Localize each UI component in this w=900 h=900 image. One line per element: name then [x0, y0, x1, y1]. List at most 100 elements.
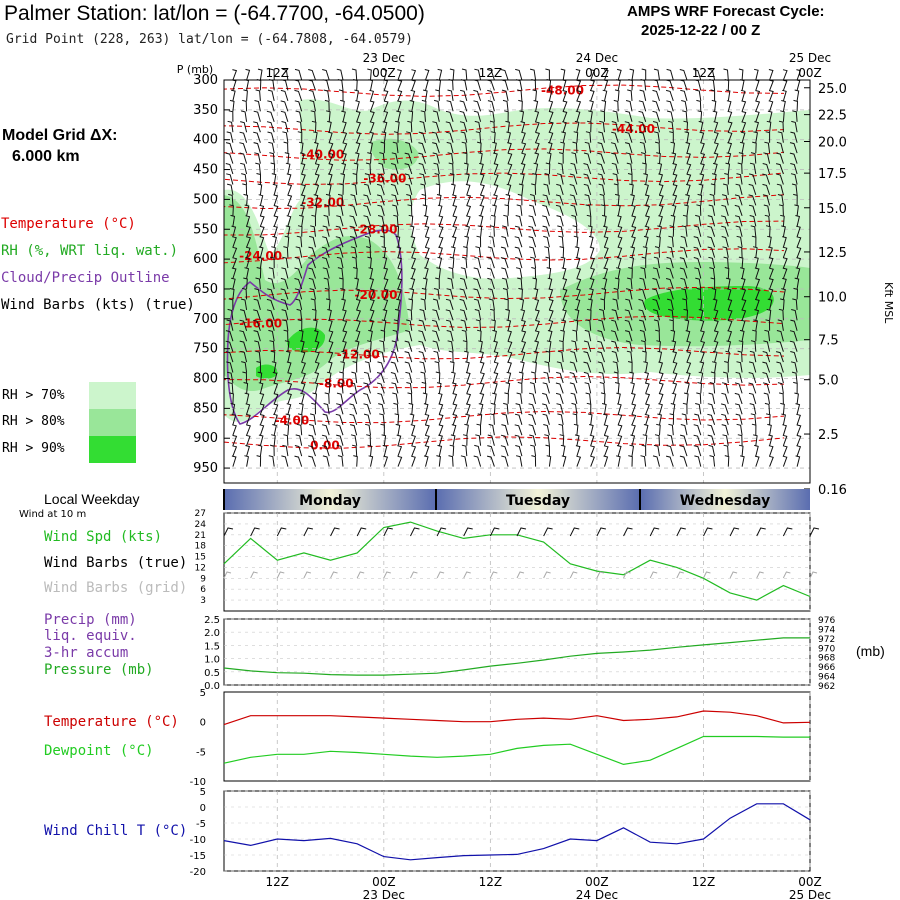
wind-barb — [569, 382, 578, 394]
wind-barb — [765, 319, 771, 331]
wind-barb — [754, 121, 760, 133]
wind-barb — [712, 350, 718, 363]
wind-barb — [652, 110, 660, 122]
wind-barb — [369, 121, 375, 133]
wind-barb — [404, 340, 413, 352]
wind-barb — [682, 402, 688, 415]
wind-barb — [353, 267, 358, 279]
wind-barb — [767, 110, 773, 122]
height-tick-label: 17.5 — [818, 167, 847, 182]
wind-barb — [349, 403, 358, 415]
wind-barb — [629, 68, 635, 81]
wind-barb — [672, 372, 678, 384]
wind-barb — [560, 329, 565, 342]
wind-barb — [515, 445, 523, 457]
wind-barb — [617, 236, 623, 248]
wind-barb — [376, 372, 385, 384]
wind-barb — [542, 413, 550, 425]
wind-barb — [612, 110, 619, 122]
wind-barb — [433, 288, 440, 300]
wind-barb — [226, 131, 234, 143]
wind-barb — [561, 267, 567, 279]
wind-barb — [585, 204, 592, 216]
wind-barb — [767, 235, 772, 248]
wind-barb — [487, 257, 495, 269]
wind-barb — [737, 350, 743, 363]
wind-barb — [777, 382, 784, 394]
wind-barb — [653, 319, 660, 331]
wind-barb — [451, 236, 457, 248]
wind-barb — [452, 403, 458, 415]
surface-wind-barb — [383, 527, 393, 537]
wind-barb — [752, 141, 757, 154]
wind-barb — [558, 423, 564, 436]
wind-barb — [683, 392, 689, 404]
wind-barb — [376, 183, 385, 196]
wind-barb — [294, 100, 303, 112]
wind-barb — [573, 235, 579, 248]
surface-wind-barb — [489, 527, 500, 537]
temperature-contour-label: -36.00 — [363, 172, 406, 186]
wind-barb — [353, 162, 359, 175]
wind-barb — [465, 372, 471, 384]
wind-barb — [258, 194, 264, 206]
wind-barb — [672, 184, 678, 196]
wind-barb — [284, 152, 290, 164]
wind-barb — [583, 361, 592, 373]
wind-barb — [322, 257, 330, 269]
wind-barb — [267, 277, 275, 290]
wind-barb — [700, 351, 705, 363]
wind-barb — [418, 131, 426, 143]
pressure-tick-label: 500 — [193, 192, 218, 207]
wind-barb — [782, 455, 788, 467]
rh90-region-a — [644, 286, 774, 321]
wind-barb — [287, 393, 292, 405]
wind-barb — [597, 330, 605, 342]
wind-barb — [424, 257, 430, 269]
wind-barb — [397, 69, 402, 81]
wind-barb — [419, 361, 426, 373]
wind-barb — [777, 194, 784, 206]
wind-barb — [452, 225, 458, 237]
wind-barb — [520, 163, 526, 175]
surface-wind-barb — [276, 527, 287, 537]
wind-barb — [710, 277, 716, 289]
wind-barb — [369, 131, 374, 143]
wind-barb — [641, 256, 647, 269]
wind-barb — [501, 236, 509, 248]
surface-grid-barb — [436, 571, 445, 579]
wind-barb — [789, 340, 798, 352]
surface-wind-barb — [782, 527, 793, 537]
wind-barb — [528, 215, 537, 227]
wind-barb — [562, 100, 568, 112]
wind-barb — [226, 319, 234, 331]
top-hour-label: 00Z — [372, 66, 396, 80]
wind-barb — [438, 403, 444, 415]
wind-barb — [656, 152, 661, 164]
wind-barb — [421, 193, 427, 206]
wind-barb — [421, 287, 427, 300]
wind-barb — [404, 361, 413, 373]
wind-barb — [669, 225, 675, 237]
wind-barb — [397, 257, 402, 269]
wind-barb — [379, 152, 385, 164]
wind-barb — [257, 68, 263, 81]
temperature-contour-label: -40.00 — [301, 148, 344, 162]
temp-tick-label: 0 — [200, 718, 206, 729]
wind-barb — [228, 382, 234, 394]
wind-barb — [286, 361, 292, 373]
wind-barb — [434, 173, 440, 185]
wind-barb — [342, 330, 348, 342]
surface-wind-barb — [596, 527, 607, 537]
wind-barb — [501, 267, 509, 279]
wind-barb — [768, 288, 774, 300]
wind-barb — [546, 340, 552, 352]
wind-barb — [681, 288, 688, 300]
wind-barb — [501, 277, 509, 290]
wind-barb — [740, 131, 746, 143]
wind-barb — [445, 110, 454, 122]
wind-barb — [721, 413, 729, 425]
wind-barb — [229, 392, 234, 404]
wind-barb — [562, 121, 567, 133]
wind-barb — [465, 173, 470, 185]
